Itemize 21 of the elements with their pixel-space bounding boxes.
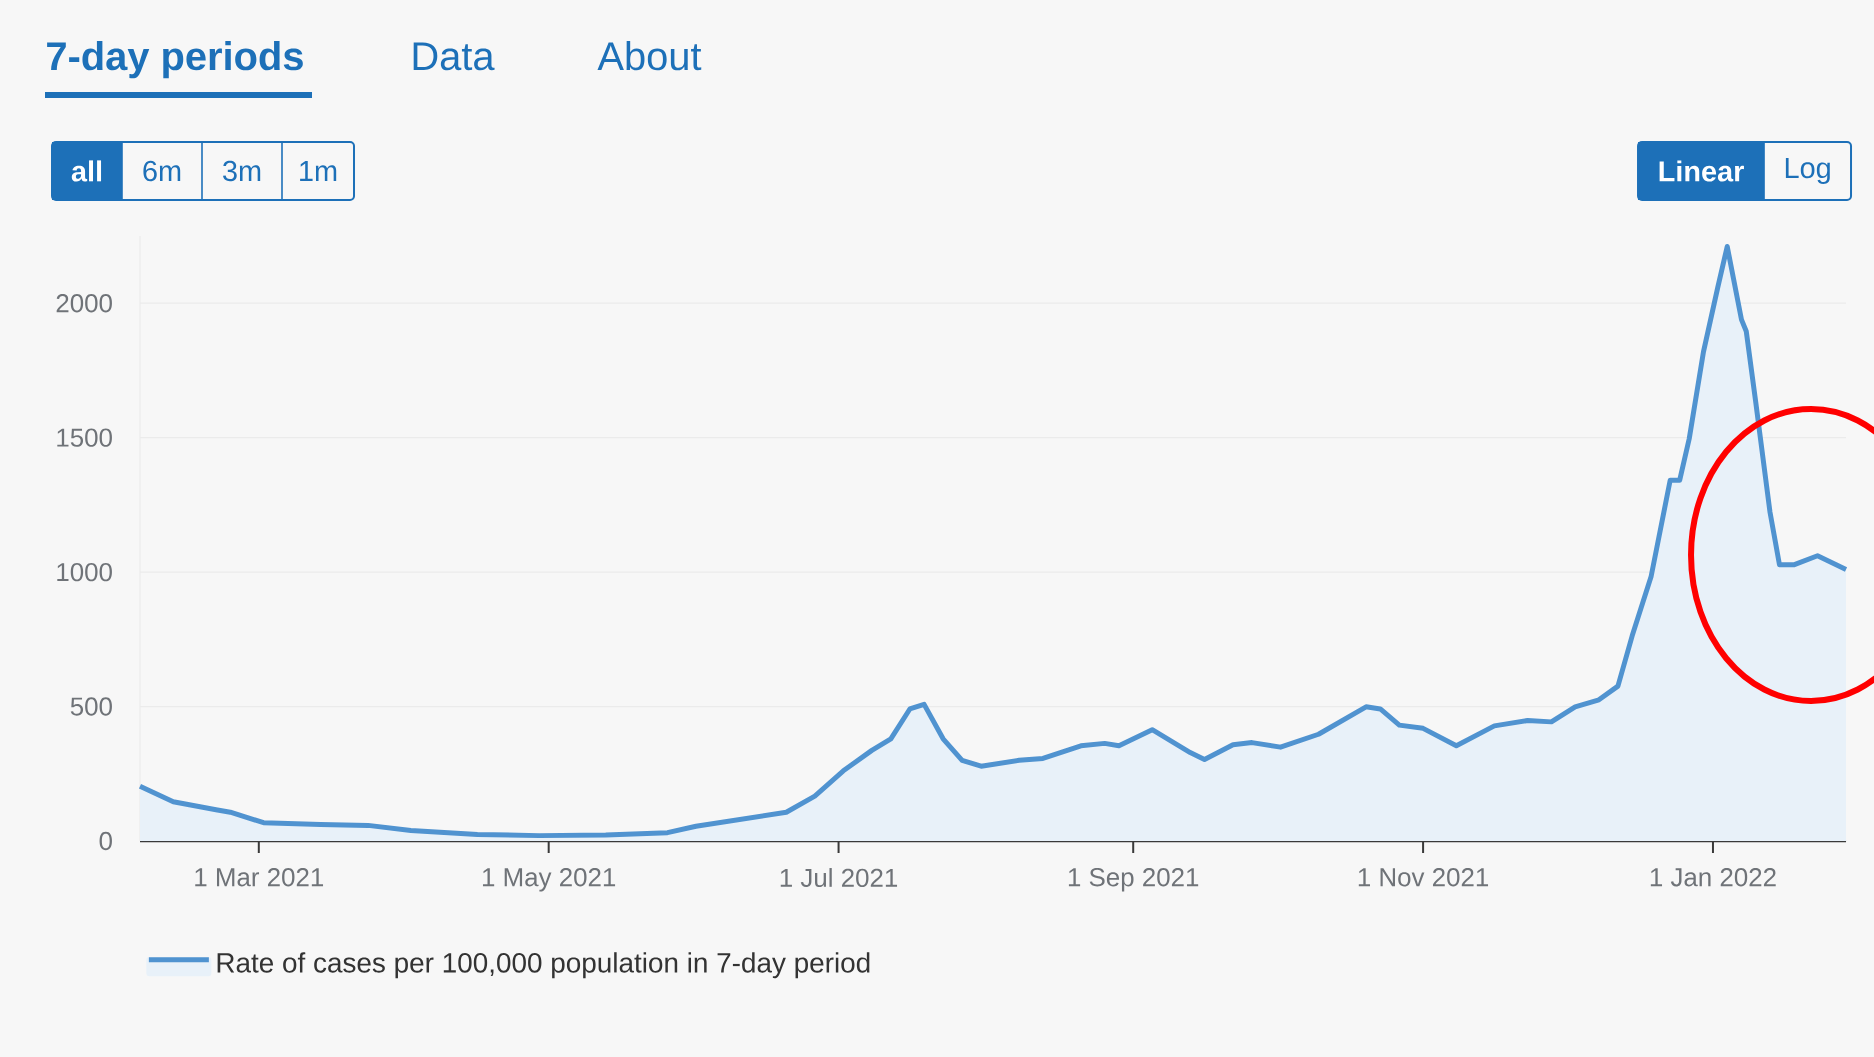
x-tick-label: 1 May 2021 xyxy=(482,868,616,892)
text: 7-day periods xyxy=(47,41,303,79)
y-tick-label: 500 xyxy=(70,697,112,716)
text: 6m xyxy=(143,160,181,182)
x-tick-label: 1 Jan 2022 xyxy=(1650,868,1776,887)
text: About xyxy=(597,41,702,71)
y-tick-label: 0 xyxy=(99,831,112,851)
y-tick-label: 1000 xyxy=(57,562,112,582)
x-tick-label: 1 Nov 2021 xyxy=(1358,868,1489,887)
x-tick-label: 1 Jul 2021 xyxy=(780,868,898,888)
y-tick-label: 2000 xyxy=(56,294,112,313)
text: Log xyxy=(1785,158,1830,184)
x-tick-label: 1 Mar 2021 xyxy=(195,868,324,887)
text: all xyxy=(71,160,102,182)
text: Data xyxy=(413,42,495,71)
x-tick-label: 1 Sep 2021 xyxy=(1068,868,1199,892)
text: 3m xyxy=(223,160,261,182)
text: Linear xyxy=(1659,160,1744,182)
y-tick-label: 1500 xyxy=(57,428,112,447)
text: 1m xyxy=(300,161,337,181)
legend-label: Rate of cases per 100,000 population in 7-day period xyxy=(217,952,870,979)
